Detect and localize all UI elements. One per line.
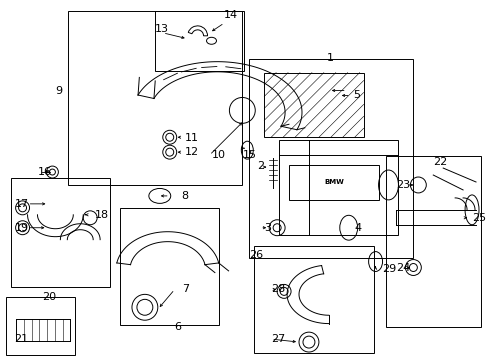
Bar [6, 297, 75, 355]
Text: 2: 2 [257, 161, 264, 171]
Text: 19: 19 [15, 223, 29, 233]
Text: 6: 6 [174, 322, 182, 332]
Text: 1: 1 [326, 53, 333, 63]
Text: 13: 13 [155, 24, 168, 34]
Text: 22: 22 [432, 157, 447, 167]
Bar [288, 165, 378, 200]
Text: 28: 28 [271, 284, 285, 294]
Text: BMW: BMW [323, 179, 343, 185]
Bar [120, 208, 219, 325]
Text: 25: 25 [471, 213, 485, 223]
Bar [279, 140, 398, 235]
Text: 4: 4 [354, 223, 361, 233]
Bar [68, 11, 242, 185]
Text: 11: 11 [184, 133, 198, 143]
Bar [254, 246, 373, 353]
Text: 16: 16 [38, 167, 51, 177]
Text: 18: 18 [95, 210, 109, 220]
Bar [264, 73, 363, 137]
Bar [11, 178, 110, 287]
Text: 12: 12 [184, 147, 199, 157]
Text: 21: 21 [15, 334, 29, 344]
Text: 14: 14 [223, 10, 237, 20]
Text: 27: 27 [271, 334, 285, 344]
Text: 20: 20 [42, 292, 57, 302]
Text: 10: 10 [211, 150, 225, 160]
Text: 5: 5 [352, 90, 359, 100]
Text: 29: 29 [382, 265, 396, 274]
Text: 15: 15 [243, 150, 257, 160]
Text: 8: 8 [182, 191, 188, 201]
Bar [155, 11, 244, 71]
Text: 23: 23 [396, 180, 410, 190]
Text: 7: 7 [182, 284, 188, 294]
Bar [385, 156, 480, 327]
Text: 3: 3 [264, 223, 271, 233]
Text: 26: 26 [249, 249, 263, 260]
Text: 9: 9 [55, 86, 62, 95]
Text: 24: 24 [396, 262, 410, 273]
Text: 17: 17 [15, 199, 29, 209]
Bar [249, 59, 412, 257]
